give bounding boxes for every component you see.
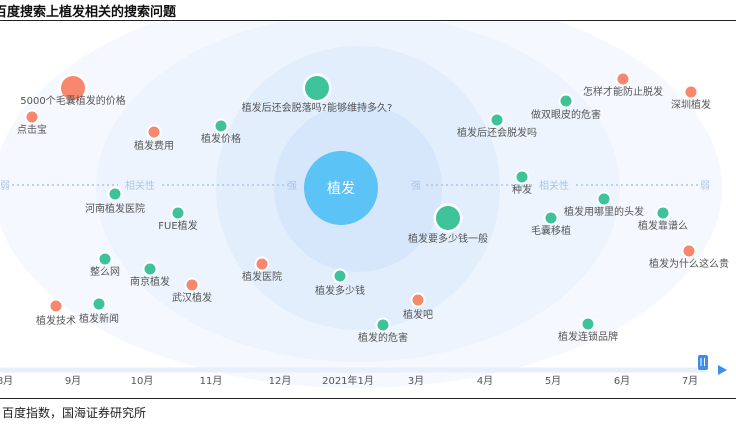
keyword-label: 植发多少钱 xyxy=(315,284,365,297)
keyword-dot[interactable] xyxy=(412,294,424,306)
keyword-label: 植发新闻 xyxy=(79,312,119,325)
keyword-dot[interactable] xyxy=(334,270,346,282)
keyword-dot[interactable] xyxy=(186,279,198,291)
chart-title: 百度搜索上植发相关的搜索问题 xyxy=(0,5,177,20)
axis-weak-left: 弱 xyxy=(0,180,10,192)
keyword-label: 植发的危害 xyxy=(358,331,408,344)
keyword-dot[interactable] xyxy=(50,300,62,312)
keyword-label: 植发要多少钱一般 xyxy=(408,232,488,245)
keyword-label: 植发靠谱么 xyxy=(638,219,688,232)
timeline-tick: 3月 xyxy=(408,375,424,387)
keyword-label: FUE植发 xyxy=(158,219,197,232)
keyword-label: 植发为什么这么贵 xyxy=(649,257,729,270)
keyword-dot[interactable] xyxy=(215,120,227,132)
keyword-label: 怎样才能防止脱发 xyxy=(583,85,663,98)
timeline-tick: 9月 xyxy=(65,375,81,387)
timeline-track xyxy=(0,367,706,373)
keyword-dot[interactable] xyxy=(305,76,329,100)
keyword-dot[interactable] xyxy=(148,126,160,138)
timeline-tick: 6月 xyxy=(614,375,630,387)
keyword-dot[interactable] xyxy=(109,188,121,200)
keyword-label: 植发后还会脱落吗?能够维持多久? xyxy=(242,101,393,114)
timeline-tick: 2021年1月 xyxy=(322,374,374,387)
keyword-label: 植发费用 xyxy=(134,139,174,152)
keyword-dot[interactable] xyxy=(172,207,184,219)
keyword-label: 种发 xyxy=(512,183,532,196)
timeline-tick: 8月 xyxy=(0,375,13,387)
keyword-dot[interactable] xyxy=(99,253,111,265)
keyword-dot[interactable] xyxy=(491,114,503,126)
keyword-dot[interactable] xyxy=(560,95,572,107)
keyword-label: 植发用哪里的头发 xyxy=(564,205,644,218)
keyword-dot[interactable] xyxy=(377,319,389,331)
keyword-dot[interactable] xyxy=(685,86,697,98)
keyword-dot[interactable] xyxy=(545,212,557,224)
timeline-tick: 4月 xyxy=(477,375,493,387)
keyword-label: 深圳植发 xyxy=(671,98,711,111)
keyword-label: 植发医院 xyxy=(242,270,282,283)
timeline-tick: 11月 xyxy=(200,375,223,387)
keyword-label: 点击宝 xyxy=(17,123,47,136)
keyword-dot[interactable] xyxy=(436,206,460,230)
keyword-label: 5000个毛囊植发的价格 xyxy=(20,94,125,107)
keyword-dot[interactable] xyxy=(256,258,268,270)
keyword-label: 植发价格 xyxy=(201,132,241,145)
timeline-handle[interactable] xyxy=(698,355,708,370)
keyword-label: 河南植发医院 xyxy=(85,202,145,215)
keyword-dot[interactable] xyxy=(26,111,38,123)
keyword-label: 做双眼皮的危害 xyxy=(531,108,601,121)
axis-weak-right: 弱 xyxy=(700,180,710,192)
keyword-dot[interactable] xyxy=(657,207,669,219)
timeline-tick: 10月 xyxy=(131,375,154,387)
axis-relevance-left: 相关性 xyxy=(125,179,155,192)
top-rule xyxy=(0,20,736,21)
keyword-label: 植发连锁品牌 xyxy=(558,330,618,343)
center-term: 植发 xyxy=(327,181,355,197)
keyword-label: 武汉植发 xyxy=(172,291,212,304)
keyword-dot[interactable] xyxy=(144,263,156,275)
timeline-tick: 7月 xyxy=(682,375,698,387)
keyword-dot[interactable] xyxy=(617,73,629,85)
keyword-label: 植发技术 xyxy=(36,314,76,327)
play-icon[interactable] xyxy=(718,365,727,375)
source-note: 百度指数，国海证券研究所 xyxy=(2,406,147,420)
keyword-label: 整么网 xyxy=(90,265,120,278)
keyword-label: 植发吧 xyxy=(403,308,433,321)
axis-strong-left: 强 xyxy=(287,180,297,192)
timeline-tick: 12月 xyxy=(269,375,292,387)
keyword-label: 南京植发 xyxy=(130,275,170,288)
keyword-label: 毛囊移植 xyxy=(531,224,571,237)
keyword-label: 植发后还会脱发吗 xyxy=(457,126,537,139)
timeline-tick: 5月 xyxy=(545,375,561,387)
axis-relevance-right: 相关性 xyxy=(539,179,569,192)
keyword-dot[interactable] xyxy=(582,318,594,330)
keyword-dot[interactable] xyxy=(516,171,528,183)
axis-strong-right: 强 xyxy=(411,180,421,192)
keyword-dot[interactable] xyxy=(61,76,85,100)
keyword-dot[interactable] xyxy=(683,245,695,257)
bottom-rule xyxy=(0,398,736,399)
keyword-dot[interactable] xyxy=(93,298,105,310)
keyword-dot[interactable] xyxy=(598,193,610,205)
center-bubble xyxy=(304,151,378,225)
